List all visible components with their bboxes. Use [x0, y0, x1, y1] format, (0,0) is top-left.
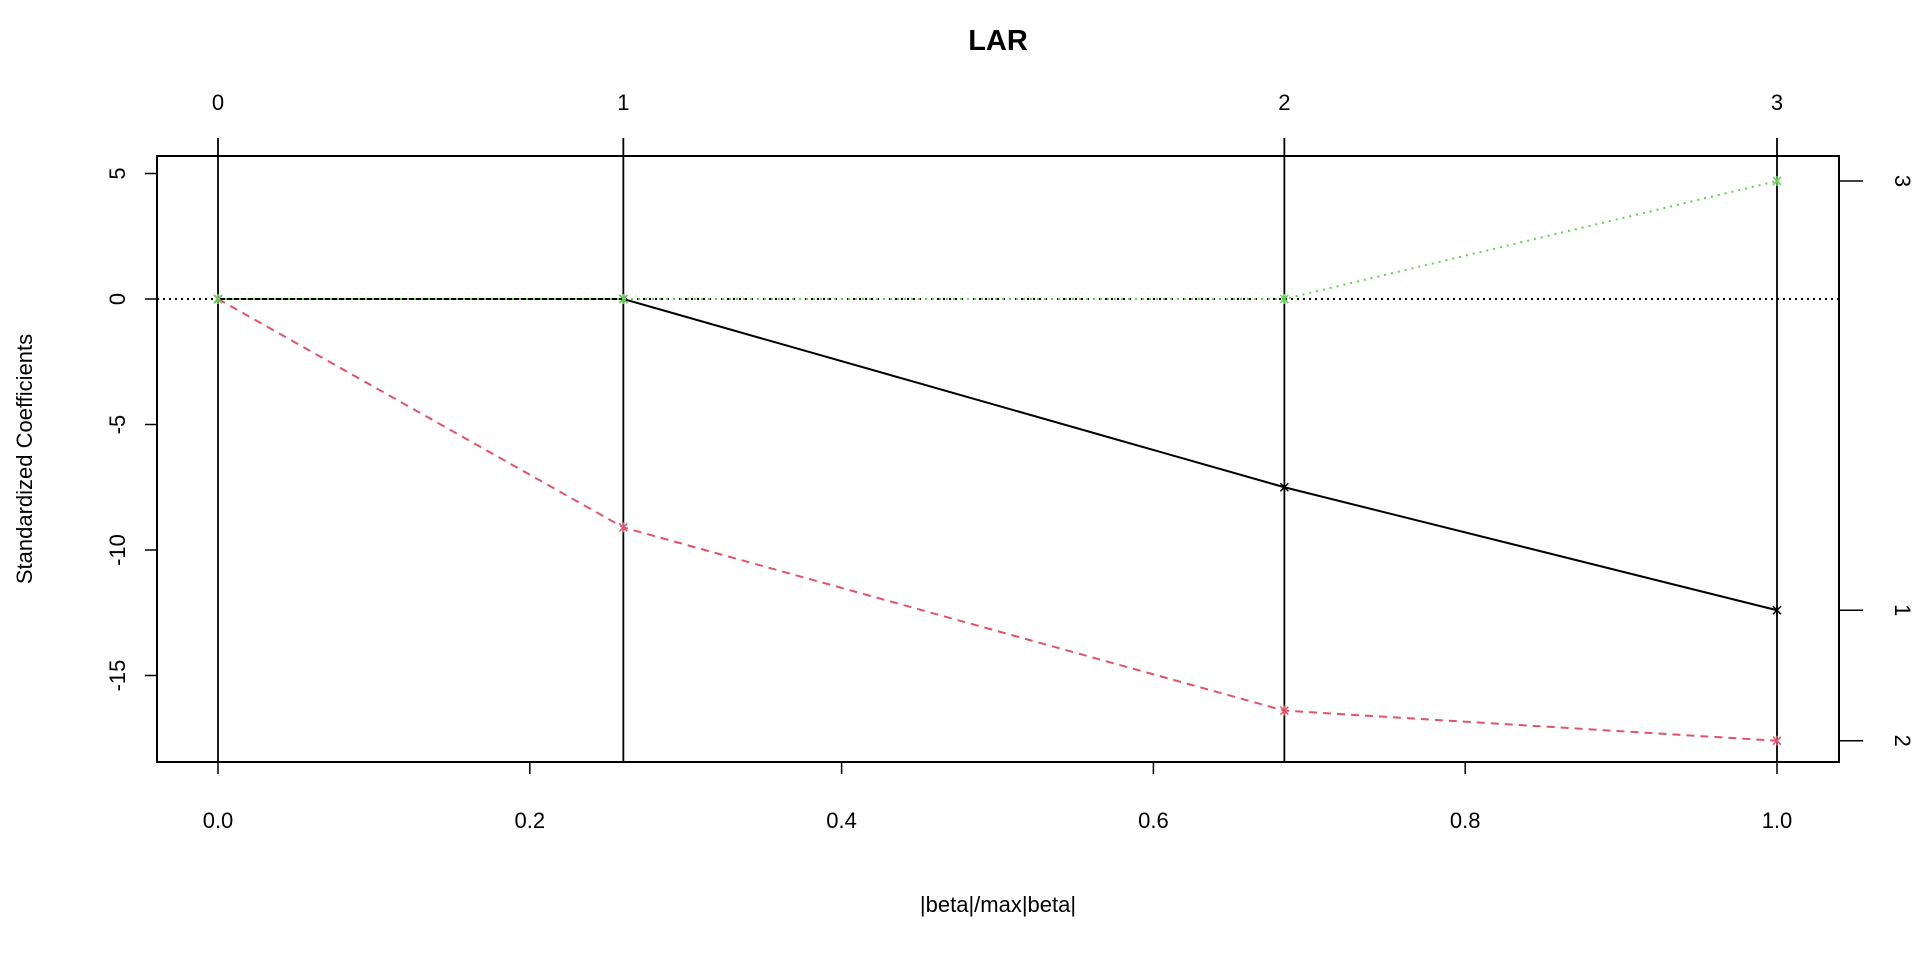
- top-axis-step-label: 2: [1278, 90, 1290, 115]
- x-axis-label: |beta|/max|beta|: [920, 892, 1076, 917]
- x-tick-label: 0.8: [1450, 808, 1481, 833]
- x-tick-label: 0.6: [1138, 808, 1169, 833]
- y-axis-label: Standardized Coefficients: [12, 334, 37, 584]
- right-axis-variable-label: 3: [1890, 175, 1915, 187]
- series-1-point-marker: [1279, 482, 1289, 493]
- series-line-3: [218, 180, 1778, 300]
- x-tick-label: 0.2: [515, 808, 546, 833]
- right-axis-variable-label: 2: [1890, 735, 1915, 747]
- x-tick-label: 0.4: [826, 808, 857, 833]
- series-2-point-marker: [618, 522, 628, 533]
- top-axis-step-label: 0: [212, 90, 224, 115]
- y-tick-label: -5: [105, 415, 130, 435]
- y-tick-label: 0: [105, 293, 130, 305]
- plot-frame: [156, 155, 1840, 763]
- series-line-2: [217, 298, 1778, 742]
- chart-title: LAR: [968, 25, 1028, 57]
- series-3-point-marker: [618, 294, 628, 304]
- right-axis-variable-label: 1: [1890, 604, 1915, 616]
- series-3-point-marker: [1279, 294, 1289, 304]
- series-3-point-marker: [213, 294, 223, 304]
- series-2-point-marker: [1279, 705, 1289, 716]
- y-tick-label: -10: [105, 534, 130, 566]
- top-axis-step-label: 3: [1771, 90, 1783, 115]
- series-3-point-marker: [1772, 176, 1782, 187]
- x-tick-label: 1.0: [1762, 808, 1793, 833]
- y-tick-label: 5: [105, 167, 130, 179]
- series-1-point-marker: [1772, 605, 1782, 616]
- series-2-point-marker: [1772, 735, 1782, 746]
- y-tick-label: -15: [105, 660, 130, 692]
- x-tick-label: 0.0: [203, 808, 234, 833]
- top-axis-step-label: 1: [617, 90, 629, 115]
- series-line-1: [218, 298, 1778, 612]
